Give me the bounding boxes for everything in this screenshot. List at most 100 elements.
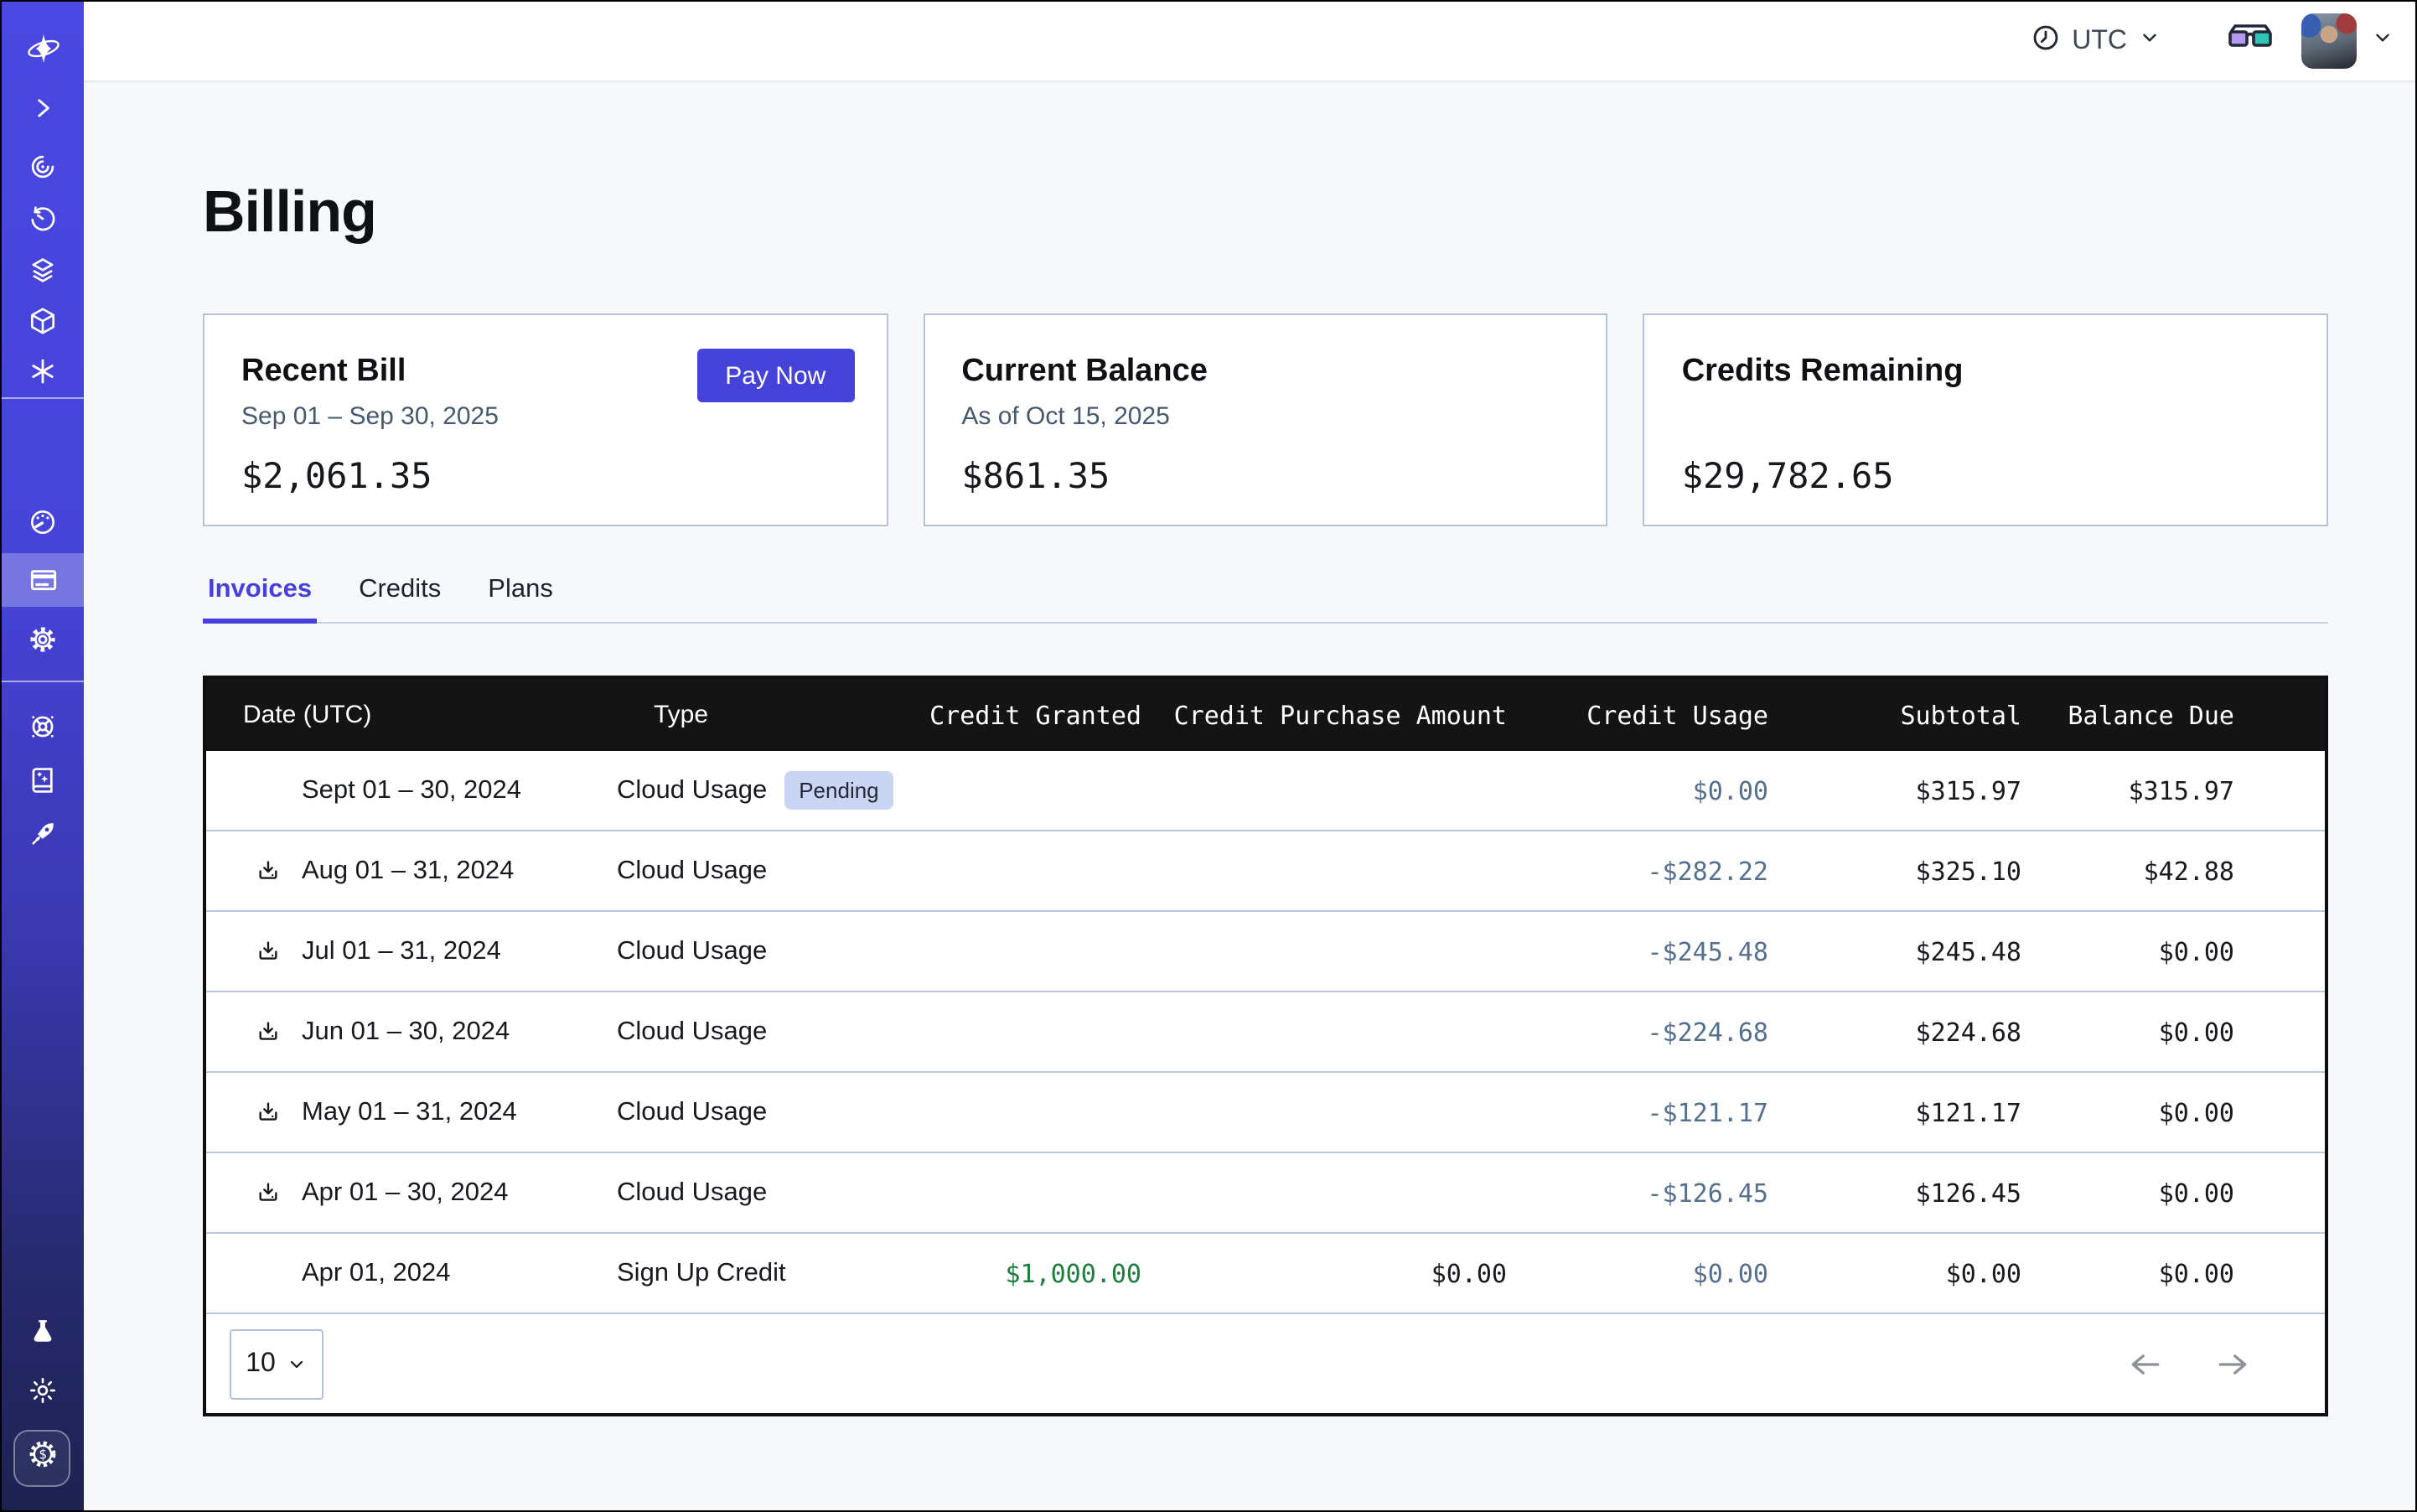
tab-plans[interactable]: Plans (488, 575, 553, 603)
download-invoice-button[interactable] (255, 937, 282, 966)
3d-glasses-icon (2228, 22, 2273, 60)
page-size-select[interactable]: 10 (230, 1328, 323, 1399)
sidebar-item-layers[interactable] (2, 245, 84, 295)
invoice-date: Apr 01, 2024 (302, 1258, 451, 1287)
invoice-type-cell: Cloud Usage (617, 1017, 919, 1047)
subtotal-value: $245.48 (1915, 936, 2021, 966)
card-title: Recent Bill (241, 354, 406, 389)
sidebar-item-sandbox[interactable] (2, 295, 84, 345)
credit-usage-value: -$126.45 (1647, 1178, 1769, 1208)
credit-usage-value: $0.00 (1692, 1258, 1768, 1288)
gauge-icon (27, 505, 59, 537)
history-clock-icon (27, 202, 59, 234)
subtotal-value: $126.45 (1915, 1178, 2021, 1208)
invoice-date: Aug 01 – 31, 2024 (302, 856, 515, 884)
table-body: Sept 01 – 30, 2024 Cloud Usage Pending $0.0… (206, 751, 2325, 1313)
sidebar-item-docs[interactable] (2, 754, 84, 805)
download-invoice-button[interactable] (255, 857, 282, 885)
prev-page-button[interactable] (2127, 1350, 2164, 1377)
col-subtotal: Subtotal (1900, 700, 2022, 730)
invoice-type-cell: Cloud Usage Pending (617, 771, 919, 810)
subtotal-value: $0.00 (1945, 1258, 2021, 1288)
app-logo[interactable] (2, 23, 84, 74)
invoice-date: May 01 – 31, 2024 (302, 1097, 517, 1126)
page-title: Billing (203, 179, 377, 245)
timezone-selector[interactable]: UTC (2030, 21, 2161, 61)
invoice-date-cell: Aug 01 – 31, 2024 (206, 856, 617, 886)
demo-mode-button[interactable] (2228, 22, 2273, 60)
avatar[interactable] (2301, 13, 2357, 69)
account-menu-button[interactable] (2372, 26, 2394, 56)
download-invoice-button[interactable] (255, 1098, 282, 1126)
download-invoice-button[interactable] (255, 1178, 282, 1207)
col-credit-purchase: Credit Purchase Amount (1173, 700, 1507, 730)
credits-remaining-card: Credits Remaining $29,782.65 (1643, 313, 2329, 526)
sidebar-item-billing[interactable] (2, 553, 84, 607)
card-subtitle: As of Oct 15, 2025 (961, 402, 1170, 431)
chevron-down-icon (2139, 26, 2161, 56)
card-title: Credits Remaining (1681, 354, 1964, 389)
sidebar-item-functions[interactable] (2, 345, 84, 396)
balance-due-value: $42.88 (2143, 856, 2234, 886)
download-invoice-icon (259, 1102, 277, 1121)
invoice-date-cell: Apr 01, 2024 (206, 1258, 617, 1288)
download-invoice-button[interactable] (255, 1017, 282, 1046)
credit-usage-value: -$224.68 (1647, 1017, 1769, 1047)
topbar: UTC (84, 2, 2415, 82)
next-page-button[interactable] (2214, 1350, 2251, 1377)
rocket-icon (27, 817, 59, 849)
invoice-type-cell: Sign Up Credit (617, 1258, 919, 1288)
sidebar-item-support[interactable] (2, 701, 84, 751)
billing-tabs: Invoices Credits Plans (203, 568, 2328, 624)
subtotal-value: $224.68 (1915, 1017, 2021, 1047)
sidebar-expand-button[interactable] (2, 82, 84, 132)
table-row: Apr 01, 2024 Sign Up Credit $1,000.00 $0.00… (206, 1232, 2325, 1313)
dollar-badge-icon: $ (24, 1437, 60, 1480)
tab-invoices[interactable]: Invoices (203, 568, 318, 624)
table-row: Jul 01 – 31, 2024 Cloud Usage -$245.48 $245… (206, 910, 2325, 991)
theme-toggle[interactable] (2, 1364, 84, 1415)
invoice-type: Cloud Usage (617, 936, 768, 965)
invoice-date: Jul 01 – 31, 2024 (302, 936, 501, 965)
tab-credits[interactable]: Credits (359, 575, 442, 603)
current-balance-amount: $861.35 (961, 456, 1110, 496)
sidebar-item-dashboard[interactable] (2, 496, 84, 546)
credit-usage-value: -$282.22 (1647, 856, 1769, 886)
credit-usage-value: -$245.48 (1647, 936, 1769, 966)
sidebar-item-labs[interactable] (2, 1306, 84, 1356)
invoice-type: Cloud Usage (617, 775, 768, 804)
table-row: Aug 01 – 31, 2024 Cloud Usage -$282.22 $325… (206, 830, 2325, 910)
invoice-date: Sept 01 – 30, 2024 (302, 775, 522, 804)
balance-due-value: $0.00 (2158, 1097, 2234, 1127)
col-balance-due: Balance Due (2068, 700, 2234, 730)
pay-now-button[interactable]: Pay Now (696, 349, 855, 402)
invoice-date-cell: Sept 01 – 30, 2024 (206, 775, 617, 805)
card-title: Current Balance (961, 354, 1208, 389)
arrow-right-icon (2218, 1354, 2247, 1374)
sidebar-item-trace[interactable] (2, 141, 84, 191)
gear-icon (27, 623, 59, 655)
sidebar-item-history[interactable] (2, 193, 84, 243)
table-row: Jun 01 – 30, 2024 Cloud Usage -$224.68 $224… (206, 991, 2325, 1071)
invoice-date-cell: May 01 – 31, 2024 (206, 1097, 617, 1127)
arrow-left-icon (2131, 1354, 2160, 1374)
current-balance-card: Current Balance As of Oct 15, 2025 $861.… (923, 313, 1608, 526)
invoice-type-cell: Cloud Usage (617, 1178, 919, 1208)
subtotal-value: $315.97 (1915, 775, 2021, 805)
invoice-type-cell: Cloud Usage (617, 936, 919, 966)
timezone-label: UTC (2072, 26, 2127, 54)
invoice-type: Cloud Usage (617, 856, 768, 884)
sidebar-item-settings[interactable] (2, 614, 84, 664)
recent-bill-card: Recent Bill Sep 01 – Sep 30, 2025 $2,061… (203, 313, 888, 526)
trace-spiral-icon (27, 150, 59, 182)
balance-due-value: $315.97 (2128, 775, 2234, 805)
table-row: Sept 01 – 30, 2024 Cloud Usage Pending $0.0… (206, 751, 2325, 830)
credits-button[interactable]: $ (13, 1430, 70, 1487)
subtotal-value: $121.17 (1915, 1097, 2021, 1127)
invoice-type-cell: Cloud Usage (617, 856, 919, 886)
svg-text:$: $ (38, 1447, 45, 1463)
invoice-type-cell: Cloud Usage (617, 1097, 919, 1127)
sidebar-item-getting-started[interactable] (2, 808, 84, 858)
download-invoice-icon (259, 1183, 277, 1201)
